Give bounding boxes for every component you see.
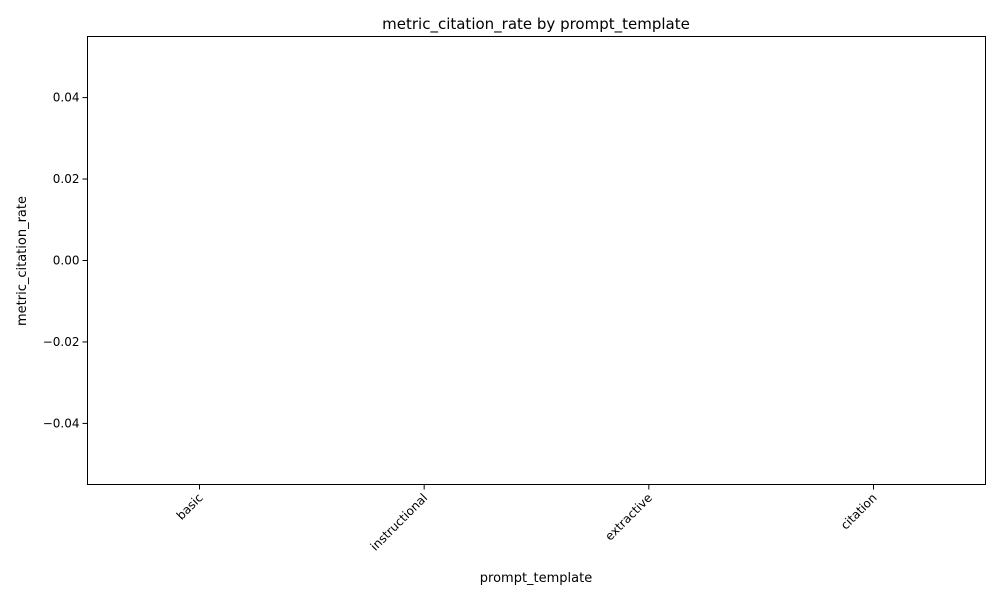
plot-frame [87,36,986,485]
y-tick-label: −0.04 [43,416,80,430]
chart-title: metric_citation_rate by prompt_template [382,15,690,34]
y-axis-label: metric_citation_rate [15,196,30,326]
y-tick-label: 0.04 [53,91,80,105]
y-tick-label: 0.02 [53,172,80,186]
y-axis: −0.04 −0.02 0.00 0.02 0.04 [43,91,88,430]
y-tick-label: 0.00 [53,254,80,268]
x-axis-label: prompt_template [480,571,592,586]
y-tick-label: −0.02 [43,335,80,349]
